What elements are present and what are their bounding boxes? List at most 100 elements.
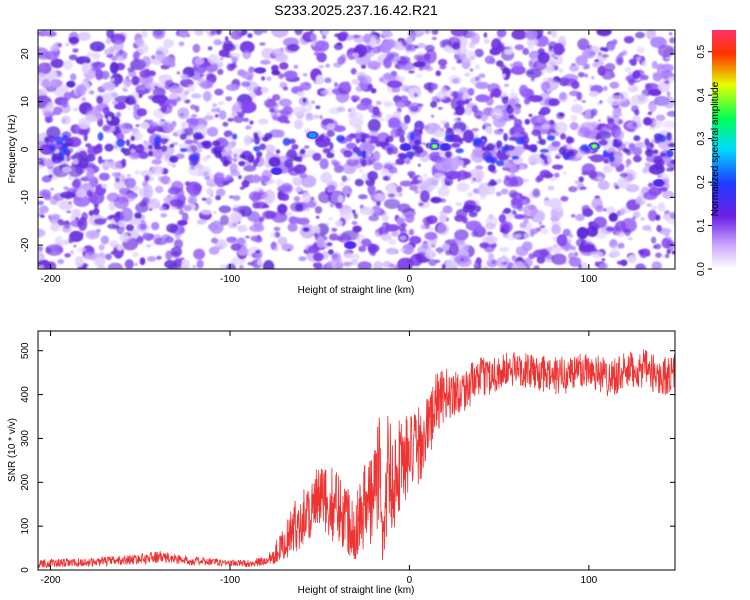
- band-blob: [602, 149, 608, 158]
- noise-blob: [594, 59, 599, 63]
- noise-blob: [38, 245, 43, 252]
- noise-blob: [596, 130, 612, 140]
- noise-blob: [395, 171, 399, 174]
- peak-contour: [271, 167, 282, 175]
- noise-blob: [319, 65, 325, 70]
- noise-blob: [373, 206, 382, 215]
- noise-blob: [215, 30, 222, 35]
- colorbar-tick-label: 0.0: [696, 262, 707, 276]
- band-blob: [485, 143, 495, 152]
- noise-blob: [88, 191, 105, 205]
- noise-blob: [117, 220, 127, 228]
- noise-blob: [413, 61, 426, 68]
- noise-blob: [343, 81, 351, 89]
- noise-blob: [641, 61, 647, 67]
- noise-blob: [266, 76, 272, 81]
- band-blob: [654, 136, 661, 144]
- noise-blob: [562, 171, 567, 176]
- noise-blob: [151, 221, 160, 231]
- noise-blob: [58, 76, 64, 79]
- noise-blob: [590, 114, 594, 119]
- noise-blob: [86, 51, 95, 58]
- noise-blob: [181, 124, 187, 130]
- noise-blob: [503, 207, 512, 214]
- band-blob: [566, 151, 574, 157]
- noise-blob: [232, 52, 241, 58]
- noise-blob: [656, 224, 662, 233]
- noise-blob: [380, 232, 392, 242]
- noise-blob: [38, 205, 49, 214]
- noise-blob: [665, 253, 670, 259]
- noise-blob: [71, 208, 82, 218]
- noise-blob: [147, 95, 156, 100]
- noise-blob: [239, 41, 255, 54]
- noise-blob: [500, 188, 509, 195]
- noise-blob: [439, 213, 448, 223]
- noise-blob: [582, 49, 596, 59]
- noise-blob: [333, 43, 343, 51]
- noise-blob: [647, 88, 662, 96]
- noise-blob: [420, 224, 426, 230]
- noise-blob: [399, 180, 413, 187]
- band-blob: [362, 150, 367, 159]
- noise-blob: [411, 265, 421, 269]
- noise-blob: [456, 100, 466, 107]
- noise-blob: [414, 189, 419, 194]
- noise-blob: [277, 203, 288, 214]
- noise-blob: [311, 225, 321, 235]
- noise-blob: [666, 91, 671, 97]
- noise-blob: [298, 256, 307, 262]
- band-blob: [544, 159, 549, 165]
- noise-blob: [412, 67, 416, 70]
- band-blob: [644, 138, 650, 146]
- noise-blob: [206, 112, 212, 115]
- noise-blob: [619, 172, 628, 178]
- noise-blob: [155, 50, 163, 56]
- noise-blob: [528, 113, 533, 117]
- snr-xtick-label: -200: [41, 575, 61, 586]
- noise-blob: [226, 236, 238, 243]
- noise-blob: [239, 186, 245, 190]
- noise-blob: [77, 31, 91, 41]
- noise-blob: [615, 230, 625, 237]
- noise-blob: [132, 251, 139, 258]
- noise-blob: [487, 253, 495, 260]
- noise-blob: [388, 117, 401, 129]
- noise-blob: [85, 110, 102, 122]
- noise-blob: [423, 173, 428, 178]
- noise-blob: [102, 106, 110, 115]
- noise-blob: [616, 260, 623, 265]
- noise-blob: [633, 135, 641, 142]
- heatmap-peak: [438, 142, 452, 152]
- noise-blob: [566, 142, 573, 150]
- noise-blob: [496, 30, 507, 38]
- noise-blob: [646, 252, 651, 257]
- noise-blob: [166, 223, 179, 233]
- band-blob: [96, 143, 103, 149]
- noise-blob: [475, 64, 480, 70]
- noise-blob: [404, 114, 411, 124]
- noise-blob: [405, 37, 413, 44]
- noise-blob: [262, 30, 268, 34]
- noise-blob: [151, 54, 156, 60]
- noise-blob: [177, 219, 188, 226]
- band-blob: [652, 149, 659, 155]
- noise-blob: [144, 175, 150, 182]
- band-blob: [380, 141, 386, 149]
- noise-blob: [581, 171, 589, 176]
- noise-blob: [547, 77, 553, 82]
- noise-blob: [65, 42, 70, 47]
- noise-blob: [539, 221, 542, 225]
- noise-blob: [387, 80, 403, 89]
- noise-blob: [451, 66, 456, 71]
- noise-blob: [577, 71, 585, 78]
- noise-blob: [402, 243, 414, 255]
- noise-blob: [370, 88, 377, 94]
- noise-blob: [287, 222, 298, 232]
- band-blob: [375, 140, 382, 147]
- noise-blob: [74, 256, 84, 267]
- noise-blob: [351, 221, 358, 225]
- noise-blob: [226, 263, 236, 269]
- noise-blob: [116, 244, 124, 251]
- noise-blob: [358, 194, 368, 200]
